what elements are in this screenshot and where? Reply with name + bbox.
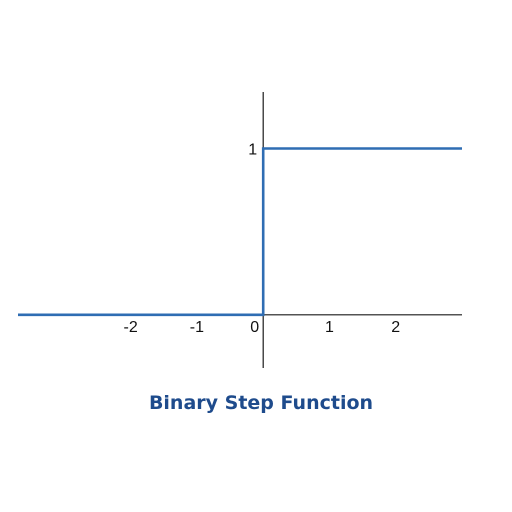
x-tick-label: -1 (190, 319, 204, 336)
x-tick-label: 1 (325, 319, 334, 336)
chart-title: Binary Step Function (148, 392, 374, 414)
series-layer (18, 147, 462, 317)
step-series-line (18, 147, 462, 317)
x-tick-label: 2 (391, 319, 400, 336)
y-tick-label: 1 (248, 142, 257, 159)
x-tick-label: 0 (250, 319, 259, 336)
x-tick-labels: -2 -1 0 1 2 (124, 319, 401, 336)
x-tick-label: -2 (124, 319, 138, 336)
y-tick-labels: 1 (248, 142, 257, 159)
